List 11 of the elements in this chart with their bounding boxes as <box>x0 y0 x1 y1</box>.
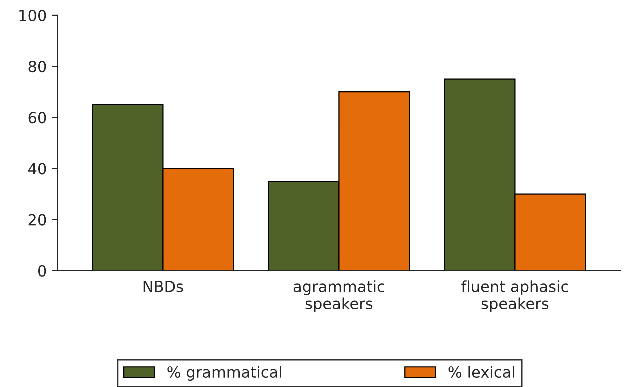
x-tick-label: fluent aphasic speakers <box>462 280 568 313</box>
y-tick-label: 60 <box>28 112 46 124</box>
legend-label: % grammatical <box>168 366 282 381</box>
y-tick-label: 0 <box>38 265 46 277</box>
x-tick-label: NBDs <box>144 281 184 292</box>
y-tick-label: 20 <box>28 214 46 226</box>
y-tick-label: 40 <box>28 163 46 175</box>
y-tick-label: 100 <box>20 10 46 22</box>
y-tick-label: 80 <box>28 61 46 73</box>
legend-label: % lexical <box>448 366 515 378</box>
x-tick-label: agrammatic speakers <box>294 280 384 313</box>
